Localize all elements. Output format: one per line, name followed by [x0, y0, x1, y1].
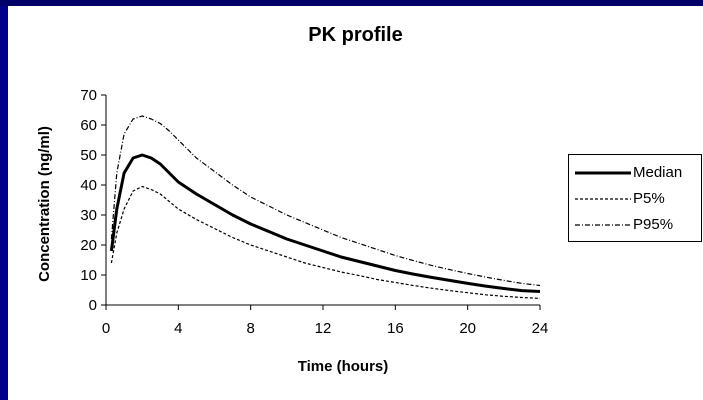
x-tick-label: 8 — [246, 320, 254, 337]
chart-title: PK profile — [308, 24, 403, 46]
y-tick-label: 10 — [80, 267, 97, 284]
legend-label-p5: P5% — [633, 190, 665, 207]
window-top-strip — [0, 0, 703, 6]
x-tick-label: 4 — [174, 320, 182, 337]
y-tick-label: 30 — [80, 207, 97, 224]
y-tick-label: 50 — [80, 147, 97, 164]
chart-axes: 0 10 20 30 40 50 60 70 0 4 8 12 16 20 24 — [80, 87, 548, 337]
chart-plot: 0 10 20 30 40 50 60 70 0 4 8 12 16 20 24 — [80, 87, 548, 337]
legend-swatch-p95 — [575, 224, 631, 226]
y-tick-label: 0 — [89, 297, 97, 314]
legend-swatch-median — [575, 171, 631, 175]
legend-swatch-p5 — [575, 198, 631, 200]
legend-item-p95: P95% — [575, 215, 700, 235]
chart-legend: Median P5% P95% — [568, 154, 702, 242]
y-tick-label: 60 — [80, 117, 97, 134]
x-tick-label: 16 — [387, 320, 404, 337]
x-axis-label: Time (hours) — [297, 358, 389, 375]
chart-panel: PK profile 0 10 20 30 40 50 60 70 0 4 8 12 16 20 24 Co… — [8, 6, 703, 400]
chart-series-group — [109, 115, 541, 299]
series-line-p95 — [110, 115, 541, 287]
legend-label-median: Median — [633, 164, 683, 181]
series-line-p5 — [110, 185, 541, 299]
y-tick-label: 40 — [80, 177, 97, 194]
legend-item-p5: P5% — [575, 189, 700, 209]
y-tick-label: 70 — [80, 87, 97, 104]
x-tick-label: 12 — [315, 320, 332, 337]
legend-item-median: Median — [575, 163, 700, 183]
x-tick-label: 24 — [532, 320, 549, 337]
y-axis-label: Concentration (ng/ml) — [36, 126, 53, 282]
x-tick-label: 0 — [102, 320, 110, 337]
legend-label-p95: P95% — [633, 216, 674, 233]
x-tick-label: 20 — [459, 320, 476, 337]
series-line-median — [109, 153, 541, 293]
y-tick-label: 20 — [80, 237, 97, 254]
